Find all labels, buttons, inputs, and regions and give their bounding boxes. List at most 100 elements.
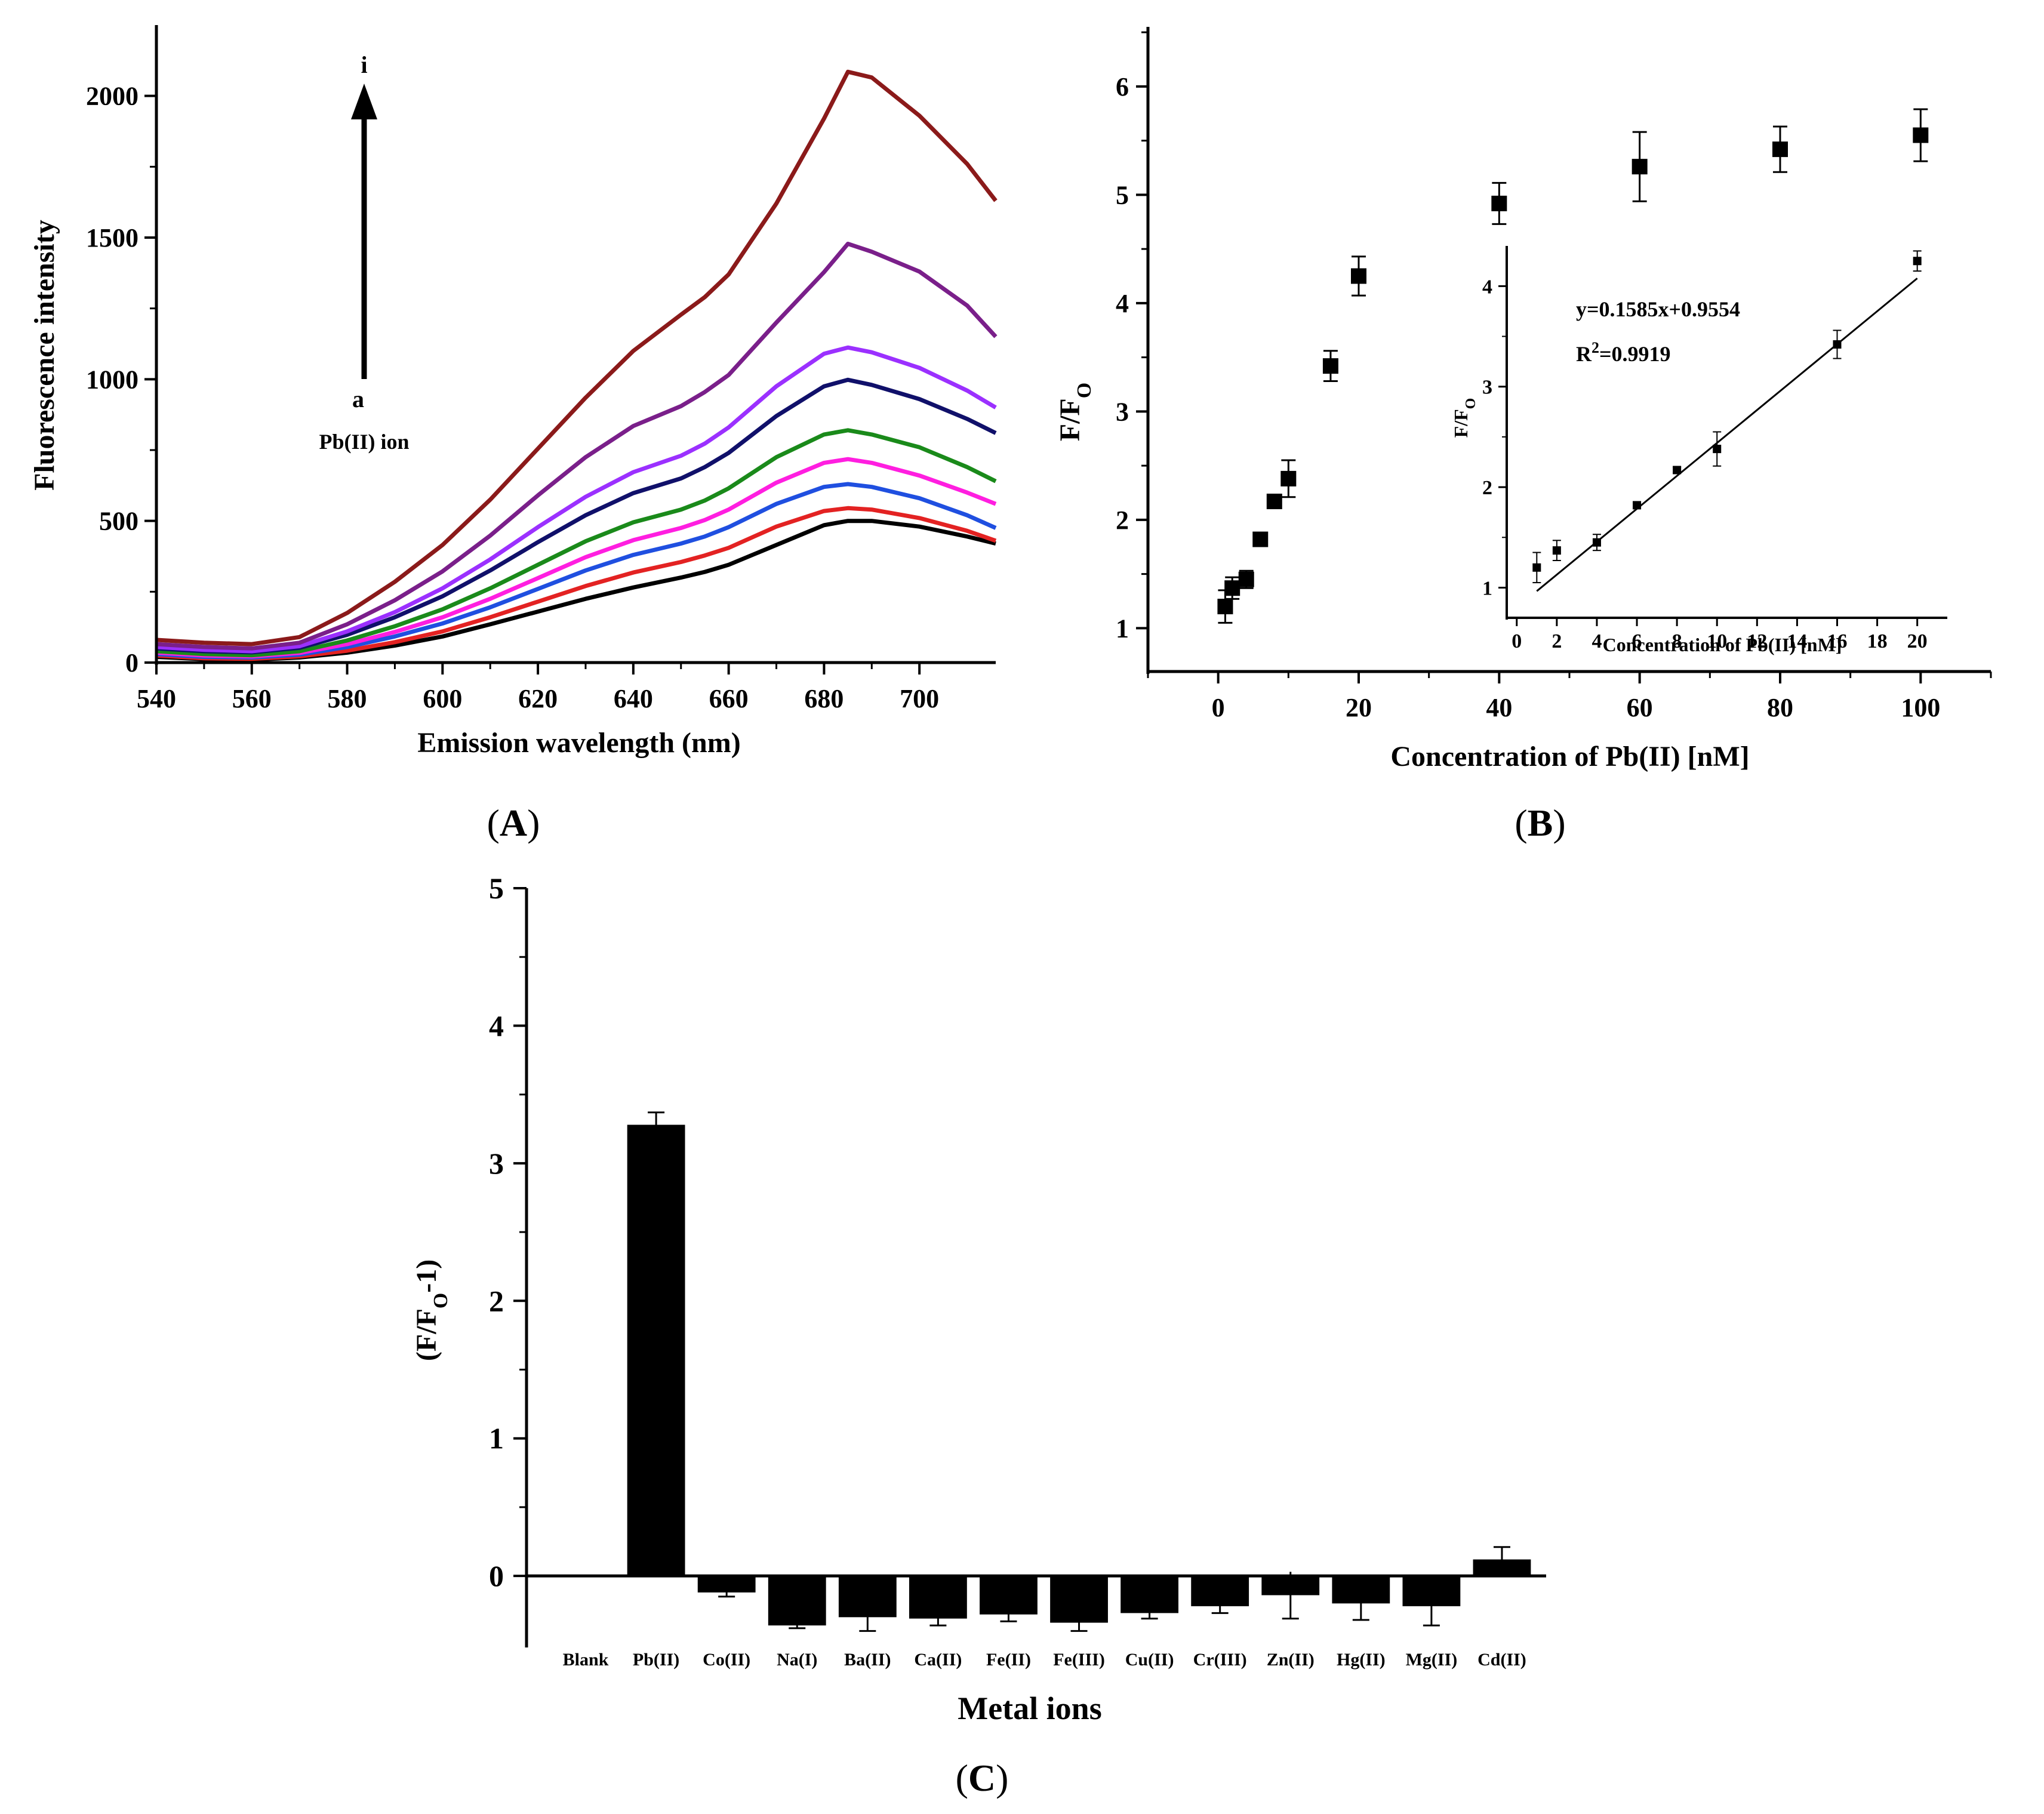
category-label-Fe(II): Fe(II): [986, 1650, 1031, 1670]
increase-arrow-head: [351, 84, 377, 119]
panel-a-y-tick-label: 0: [125, 648, 138, 677]
panel-c-xlabel: Metal ions: [958, 1690, 1101, 1726]
panel-a-x-tick-label: 700: [900, 684, 939, 713]
panel-c-y-tick-label: 5: [489, 871, 504, 905]
inset-data-point: [1592, 538, 1601, 547]
panel-b-y-tick-label: 4: [1116, 289, 1129, 318]
panel-c-letter: C: [968, 1757, 996, 1799]
panel-a-y-tick-label: 1500: [86, 223, 138, 252]
panel-c-y-tick-label: 4: [489, 1009, 504, 1042]
inset-x-tick-label: 20: [1907, 630, 1928, 652]
category-label-Mg(II): Mg(II): [1406, 1650, 1458, 1670]
panel-b-x-tick-label: 100: [1901, 693, 1940, 722]
panel-c-ylabel-pre: (F/F: [411, 1308, 442, 1361]
panel-c-ylabel: (F/FO-1): [411, 1259, 452, 1361]
data-point: [1631, 159, 1648, 175]
data-point: [1217, 599, 1233, 615]
panel-c-y-tick-label: 3: [489, 1147, 504, 1180]
panel-a-x-tick-label: 600: [423, 684, 462, 713]
panel-a-axes: 540 560 580 600 620 640 660 680 700 0 500 1000 1500 2…: [86, 25, 996, 713]
panel-a-y-tick-label: 1000: [86, 365, 138, 394]
inset-x-tick-label: 0: [1512, 630, 1522, 652]
panel-a-letter: A: [500, 802, 527, 844]
panel-a-spectra: 540 560 580 600 620 640 660 680 700 0 500 1000 1500 2…: [29, 25, 998, 844]
inset-x-tick-label: 8: [1672, 630, 1682, 652]
panel-a-xlabel: Emission wavelength (nm): [417, 727, 740, 759]
category-label-Hg(II): Hg(II): [1337, 1650, 1386, 1670]
panel-c-label: (C): [956, 1757, 1009, 1799]
bar-Pb(II): [627, 1125, 685, 1576]
arrow-bottom-label: a: [352, 386, 364, 412]
category-label-Na(I): Na(I): [777, 1650, 817, 1670]
panel-b-x-tick-label: 60: [1627, 693, 1653, 722]
panel-b-x-tick-label: 80: [1767, 693, 1793, 722]
category-label-Pb(II): Pb(II): [633, 1650, 679, 1670]
spectrum-line-e: [156, 428, 997, 658]
panel-a-y-tick-label: 2000: [86, 82, 138, 111]
panel-a-x-tick-label: 660: [709, 684, 749, 713]
data-point: [1266, 494, 1282, 510]
category-label-Ca(II): Ca(II): [914, 1650, 962, 1670]
panel-a-x-tick-label: 540: [137, 684, 176, 713]
panel-b-label: (B): [1514, 802, 1565, 844]
inset-data-point: [1552, 546, 1561, 555]
panel-a-x-tick-label: 560: [232, 684, 272, 713]
panel-b-y-tick-label: 2: [1116, 506, 1129, 535]
r-squared-exp: 2: [1592, 339, 1599, 356]
panel-b-y-tick-label: 3: [1116, 397, 1129, 426]
category-label-Blank: Blank: [563, 1650, 609, 1670]
inset-x-tick-label: 10: [1707, 630, 1727, 652]
panel-c-ylabel-post: -1): [411, 1259, 442, 1293]
spectrum-line-g: [156, 345, 997, 654]
category-label-Fe(III): Fe(III): [1053, 1650, 1105, 1670]
spectrum-line-i: [156, 69, 998, 646]
inset-x-tick-label: 2: [1552, 630, 1562, 652]
panel-b-x-tick-label: 20: [1346, 693, 1372, 722]
data-point: [1224, 580, 1240, 596]
data-point: [1913, 127, 1929, 143]
inset-data-point: [1913, 257, 1922, 266]
inset-ylabel-sub: O: [1463, 398, 1479, 409]
panel-b-letter: B: [1528, 802, 1553, 844]
r-squared-prefix: R: [1576, 342, 1592, 366]
spectrum-line-f: [156, 377, 997, 655]
data-point: [1772, 141, 1788, 158]
inset-r-squared: R2=0.9919: [1576, 339, 1671, 367]
panel-b-ylabel: F/FO: [1054, 383, 1095, 441]
spectrum-line-b: [156, 506, 997, 661]
inset-ylabel-main: F/F: [1450, 409, 1472, 438]
inset-y-tick-label: 3: [1482, 377, 1492, 399]
panel-b-x-tick-label: 0: [1212, 693, 1225, 722]
panel-b-ylabel-sub: O: [1073, 383, 1095, 398]
inset-x-tick-label: 18: [1867, 630, 1888, 652]
inset-y-tick-label: 1: [1482, 577, 1492, 599]
category-label-Cu(II): Cu(II): [1125, 1650, 1174, 1670]
inset-equation: y=0.1585x+0.9554: [1576, 297, 1740, 321]
inset-data-point: [1633, 501, 1642, 510]
panel-c-axes: 0 1 2 3 4 5 Blank Pb(II) Co(II) Na(I) Ba(II) Ca(II)…: [489, 871, 1546, 1670]
panel-b-x-tick-label: 40: [1486, 693, 1512, 722]
bar-Na(I): [768, 1576, 826, 1626]
panel-c-bars: 0 1 2 3 4 5 Blank Pb(II) Co(II) Na(I) Ba(II) Ca(II)…: [411, 871, 1546, 1799]
arrow-ion-label: Pb(II) ion: [319, 430, 409, 454]
arrow-top-label: i: [361, 51, 367, 78]
data-point: [1322, 358, 1338, 374]
inset-x-tick-label: 14: [1787, 630, 1807, 652]
panel-b-y-tick-label: 6: [1116, 72, 1129, 101]
panel-c-ylabel-sub: O: [430, 1293, 452, 1308]
spectrum-line-h: [156, 241, 998, 651]
inset-data-point: [1673, 466, 1682, 475]
inset-x-tick-label: 12: [1747, 630, 1767, 652]
panel-a-y-tick-label: 500: [99, 507, 138, 536]
spectrum-line-d: [156, 457, 997, 659]
panel-b-ylabel-main: F/F: [1054, 398, 1086, 441]
panel-b-points: [1217, 108, 1929, 624]
data-point: [1280, 470, 1297, 486]
spectra-curves: [156, 69, 998, 662]
panel-b-y-tick-label: 5: [1116, 180, 1129, 210]
